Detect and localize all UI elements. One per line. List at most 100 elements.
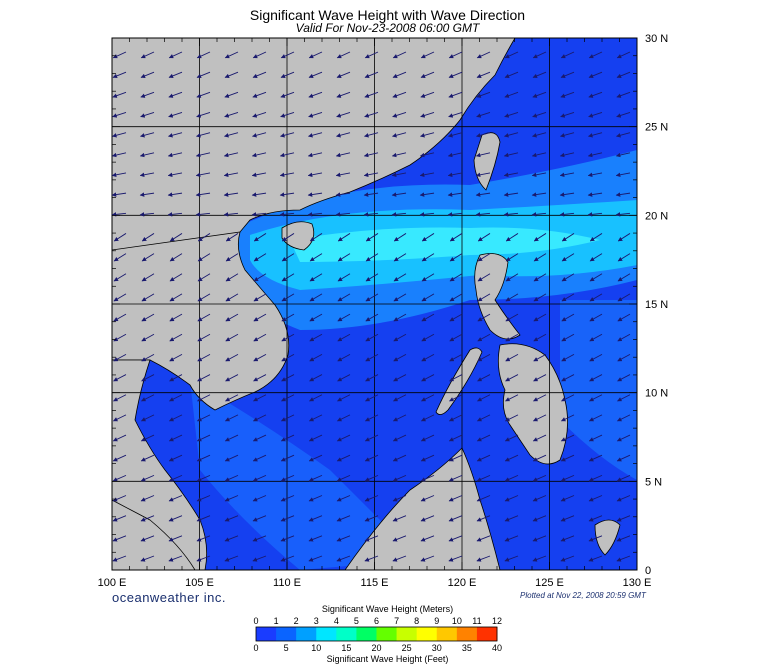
- wave-direction-arrow: [448, 112, 463, 118]
- wave-direction-arrow: [280, 454, 295, 462]
- meter-label: 3: [314, 616, 319, 626]
- wave-direction-arrow: [197, 394, 211, 402]
- wave-direction-arrow: [113, 374, 127, 382]
- wave-direction-arrow: [141, 313, 155, 322]
- wave-direction-arrow: [391, 212, 407, 217]
- wave-direction-arrow: [532, 515, 547, 522]
- wave-direction-arrow: [476, 535, 491, 542]
- wave-direction-arrow: [280, 535, 295, 542]
- wave-direction-arrow: [393, 374, 407, 382]
- wave-direction-arrow: [364, 91, 379, 98]
- wave-direction-arrow: [196, 474, 211, 482]
- wave-direction-arrow: [392, 91, 407, 98]
- wave-direction-arrow: [139, 212, 155, 217]
- wave-direction-arrow: [168, 132, 183, 138]
- wave-direction-arrow: [476, 495, 491, 502]
- wave-direction-arrow: [615, 212, 631, 217]
- wave-direction-arrow: [280, 434, 295, 442]
- wave-direction-arrow: [616, 71, 631, 78]
- wave-direction-arrow: [392, 555, 407, 562]
- wave-direction-arrow: [617, 253, 631, 262]
- wave-direction-arrow: [196, 495, 211, 502]
- wave-direction-arrow: [168, 555, 183, 562]
- wave-direction-arrow: [364, 132, 379, 138]
- wave-direction-arrow: [475, 152, 491, 158]
- wave-direction-arrow: [533, 354, 547, 362]
- wave-direction-arrow: [617, 293, 631, 302]
- wave-direction-arrow: [279, 172, 295, 178]
- wave-direction-arrow: [504, 515, 519, 522]
- wave-direction-arrow: [560, 535, 575, 542]
- wave-direction-arrow: [392, 71, 407, 78]
- wave-direction-arrow: [336, 132, 351, 138]
- wave-direction-arrow: [197, 313, 211, 322]
- wave-direction-arrow: [420, 434, 435, 442]
- wave-direction-arrow: [477, 354, 491, 362]
- wave-direction-arrow: [336, 414, 351, 422]
- wave-direction-arrow: [503, 212, 519, 217]
- wave-direction-arrow: [252, 414, 267, 422]
- colorbar-segment: [336, 627, 357, 641]
- wave-direction-arrow: [307, 152, 323, 158]
- feet-label: 30: [432, 643, 442, 653]
- chart-title: Significant Wave Height with Wave Direct…: [249, 7, 526, 23]
- axis-tick-labels: 100 E 105 E 110 E 115 E 120 E 125 E 130 E 30 N 2…: [98, 33, 669, 589]
- colorbar-segment: [256, 627, 277, 641]
- land-sulawesi: [594, 519, 621, 556]
- wave-direction-arrow: [112, 515, 127, 522]
- wave-direction-arrow: [308, 495, 323, 502]
- colorbar-feet-labels: 0 5 10 15 20 25 30 35 40: [253, 643, 502, 653]
- wave-direction-arrow: [616, 91, 631, 98]
- wave-direction-arrow: [224, 91, 239, 98]
- wave-direction-arrow: [505, 233, 519, 242]
- wave-direction-arrow: [589, 273, 603, 282]
- wave-direction-arrow: [477, 394, 491, 402]
- wave-direction-arrow: [476, 414, 491, 422]
- wave-direction-arrow: [392, 51, 407, 59]
- meter-label: 7: [394, 616, 399, 626]
- wave-direction-arrow: [476, 91, 491, 98]
- wave-direction-arrow: [532, 555, 547, 562]
- wave-direction-arrow: [280, 474, 295, 482]
- wave-direction-arrow: [616, 535, 631, 542]
- wave-direction-arrow: [223, 172, 239, 178]
- wave-direction-arrow: [392, 434, 407, 442]
- wave-direction-arrow: [252, 495, 267, 502]
- wave-direction-arrow: [196, 535, 211, 542]
- colorbar-border: [255, 626, 498, 642]
- wave-direction-arrow: [337, 273, 351, 282]
- wave-direction-arrow: [169, 394, 183, 402]
- wave-direction-arrow: [505, 253, 519, 262]
- wave-direction-arrow: [281, 313, 295, 322]
- wave-direction-arrow: [504, 555, 519, 562]
- wave-direction-arrow: [420, 91, 435, 98]
- wave-direction-arrow: [532, 132, 547, 138]
- wave-direction-arrow: [337, 394, 351, 402]
- wave-direction-arrow: [589, 374, 603, 382]
- wave-direction-arrow: [476, 71, 491, 78]
- wave-direction-arrow: [588, 515, 603, 522]
- wave-direction-arrow: [140, 495, 155, 502]
- wave-direction-arrow: [504, 71, 519, 78]
- wave-direction-arrow: [504, 535, 519, 542]
- wave-direction-arrow: [307, 192, 323, 197]
- wave-direction-arrow: [196, 71, 211, 78]
- wave-direction-arrow: [364, 555, 379, 562]
- wave-direction-arrow: [336, 71, 351, 78]
- wave-direction-arrow: [420, 555, 435, 562]
- wave-direction-arrow: [363, 172, 379, 178]
- wave-direction-arrow: [224, 474, 239, 482]
- wave-direction-arrow: [419, 192, 435, 197]
- wave-direction-arrow: [195, 172, 211, 178]
- meter-label: 4: [334, 616, 339, 626]
- wave-direction-arrow: [449, 313, 463, 322]
- wave-direction-arrow: [252, 51, 267, 59]
- wave-direction-arrow: [308, 91, 323, 98]
- wave-direction-arrow: [336, 454, 351, 462]
- wave-direction-arrow: [364, 474, 379, 482]
- wave-direction-arrow: [421, 293, 435, 302]
- wave-direction-arrow: [224, 71, 239, 78]
- wave-direction-arrow: [168, 495, 183, 502]
- wave-direction-arrow: [281, 253, 295, 262]
- wave-direction-arrow: [617, 394, 631, 402]
